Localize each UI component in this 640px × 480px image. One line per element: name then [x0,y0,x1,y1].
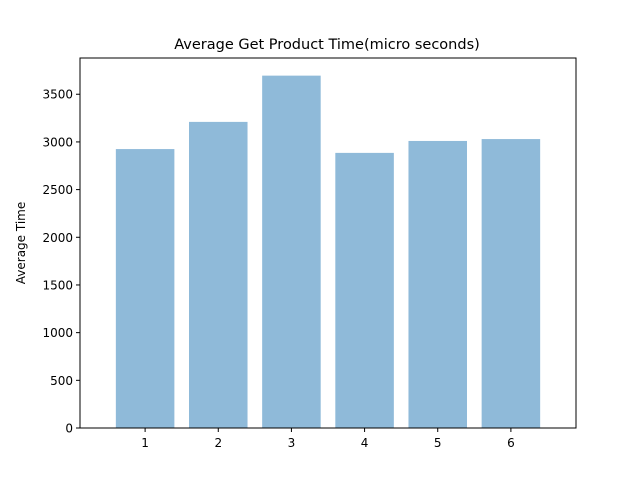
y-axis: 0 500 1000 1500 2000 2500 3000 3500 [42,88,80,436]
y-tick-label: 2500 [42,183,73,197]
y-tick-label: 0 [65,422,73,436]
chart-title: Average Get Product Time(micro seconds) [174,37,480,53]
bar-6 [481,139,541,428]
plot-frame [79,57,577,429]
x-tick-label: 4 [361,436,369,450]
x-tick-label: 5 [434,436,442,450]
bar-3 [262,75,321,428]
x-tick-label: 6 [507,436,515,450]
x-tick-label: 1 [141,436,149,450]
x-tick-label: 3 [288,436,296,450]
bar-2 [189,121,248,428]
y-tick-label: 3500 [42,88,73,102]
y-tick-label: 1500 [42,278,73,292]
x-axis: 1 2 3 4 5 6 [141,428,515,450]
bars-group [115,75,541,428]
y-tick-label: 1000 [42,326,73,340]
y-tick-label: 500 [50,374,73,388]
y-tick-label: 2000 [42,231,73,245]
y-axis-label: Average Time [14,202,28,284]
bar-4 [335,152,394,428]
bar-1 [115,149,175,428]
x-tick-label: 2 [214,436,222,450]
bar-5 [408,140,467,428]
y-tick-label: 3000 [42,135,73,149]
